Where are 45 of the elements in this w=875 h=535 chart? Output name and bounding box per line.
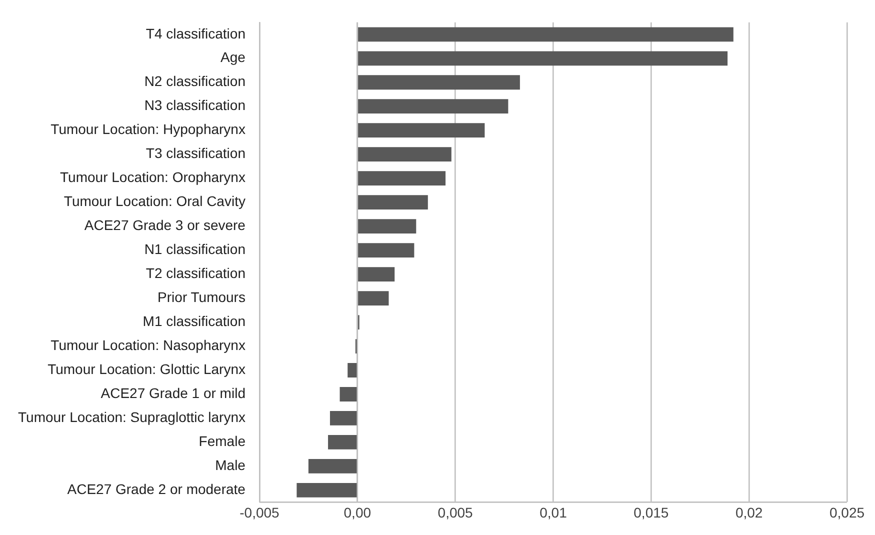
bar [358, 219, 416, 234]
bar [358, 195, 428, 210]
x-tick-label: 0,00 [344, 504, 372, 520]
bar [308, 459, 357, 474]
y-tick-label: Age [220, 49, 246, 66]
bar [358, 51, 728, 66]
bar [330, 411, 357, 426]
bar [358, 171, 446, 186]
bar [296, 483, 357, 498]
y-tick-label: N3 classification [144, 97, 246, 114]
bar [358, 291, 389, 306]
y-tick-label: M1 classification [142, 313, 246, 330]
y-tick-label: Tumour Location: Nasopharynx [50, 337, 246, 354]
x-tick-label: 0,01 [540, 504, 568, 520]
y-tick-label: N1 classification [144, 241, 246, 258]
bar [358, 243, 414, 258]
bar [358, 267, 395, 282]
bar [358, 123, 485, 138]
y-tick-label: Tumour Location: Glottic Larynx [48, 361, 246, 378]
bar [358, 99, 508, 114]
y-tick-label: Tumour Location: Oropharynx [60, 169, 246, 186]
y-tick-label: Female [198, 433, 246, 450]
y-tick-label: Tumour Location: Oral Cavity [64, 193, 246, 210]
bar [358, 75, 520, 90]
y-tick-label: T3 classification [146, 145, 246, 162]
bar [328, 435, 357, 450]
y-tick-label: N2 classification [144, 73, 246, 90]
y-tick-label: ACE27 Grade 3 or severe [84, 217, 246, 234]
bar [348, 363, 357, 378]
x-tick-label: 0,005 [438, 504, 474, 520]
y-tick-label: Male [215, 457, 246, 474]
y-tick-label: Prior Tumours [158, 289, 246, 306]
bar [340, 387, 357, 402]
y-tick-label: Tumour Location: Supraglottic larynx [18, 409, 246, 426]
y-tick-label: T2 classification [146, 265, 246, 282]
y-tick-label: T4 classification [146, 25, 246, 42]
x-tick-label: 0,015 [634, 504, 669, 520]
x-tick-label: 0,025 [829, 504, 865, 520]
x-tick-label: 0,02 [735, 504, 763, 520]
bar [358, 27, 734, 42]
bar [358, 147, 452, 162]
y-tick-label: ACE27 Grade 1 or mild [100, 385, 246, 402]
y-tick-label: Tumour Location: Hypopharynx [50, 121, 246, 138]
x-tick-label: -0,005 [240, 504, 280, 520]
y-tick-label: ACE27 Grade 2 or moderate [67, 481, 246, 498]
